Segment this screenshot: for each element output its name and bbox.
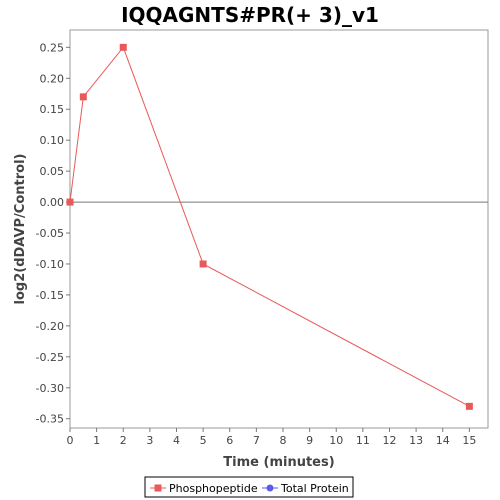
x-axis-label: Time (minutes) — [223, 455, 334, 470]
y-tick-label: 0.20 — [40, 72, 65, 85]
x-tick-label: 9 — [306, 434, 313, 447]
x-tick-label: 0 — [67, 434, 74, 447]
x-tick-label: 1 — [93, 434, 100, 447]
y-axis-label: log2(dDAVP/Control) — [13, 154, 28, 305]
series-group — [66, 43, 473, 410]
data-point — [199, 260, 207, 268]
x-tick-label: 10 — [329, 434, 343, 447]
y-tick-label: -0.05 — [36, 227, 64, 240]
x-tick-label: 14 — [436, 434, 450, 447]
legend-total-protein-marker — [266, 484, 274, 492]
x-tick-label: 2 — [120, 434, 127, 447]
y-tick-label: 0.25 — [40, 41, 65, 54]
x-tick-label: 13 — [409, 434, 423, 447]
legend-box — [144, 476, 354, 498]
legend-total-protein-label: Total Protein — [280, 482, 349, 495]
x-tick-label: 4 — [173, 434, 180, 447]
y-tick-label: -0.35 — [36, 413, 64, 426]
x-tick-label: 3 — [146, 434, 153, 447]
x-tick-label: 5 — [200, 434, 207, 447]
data-point — [66, 198, 74, 206]
y-axis: 0.25 0.20 0.15 0.10 0.05 0.00 -0.05 -0.10 -0.15 -… — [36, 41, 70, 426]
data-point — [119, 43, 127, 51]
y-tick-label: -0.25 — [36, 351, 64, 364]
y-tick-label: 0.05 — [40, 165, 65, 178]
x-axis: 0 1 2 3 4 5 6 7 8 9 10 11 12 13 14 15 — [67, 428, 476, 447]
y-tick-label: -0.30 — [36, 382, 64, 395]
chart-title: IQQAGNTS#PR(+ 3)_v1 — [121, 3, 379, 27]
y-tick-label: -0.10 — [36, 258, 64, 271]
legend: Phosphopeptide Total Protein — [144, 476, 354, 498]
x-tick-label: 6 — [226, 434, 233, 447]
data-point — [465, 402, 473, 410]
y-tick-label: -0.15 — [36, 289, 64, 302]
data-point — [79, 93, 87, 101]
x-tick-label: 12 — [382, 434, 396, 447]
y-tick-label: 0.15 — [40, 103, 65, 116]
y-tick-label: 0.00 — [40, 196, 65, 209]
legend-phosphopeptide-label: Phosphopeptide — [169, 482, 258, 495]
y-tick-label: -0.20 — [36, 320, 64, 333]
y-tick-label: 0.10 — [40, 134, 65, 147]
x-tick-label: 15 — [462, 434, 476, 447]
x-tick-label: 8 — [279, 434, 286, 447]
x-tick-label: 7 — [253, 434, 260, 447]
legend-phosphopeptide-marker — [154, 484, 162, 492]
x-tick-label: 11 — [356, 434, 370, 447]
plot-area — [69, 29, 489, 429]
